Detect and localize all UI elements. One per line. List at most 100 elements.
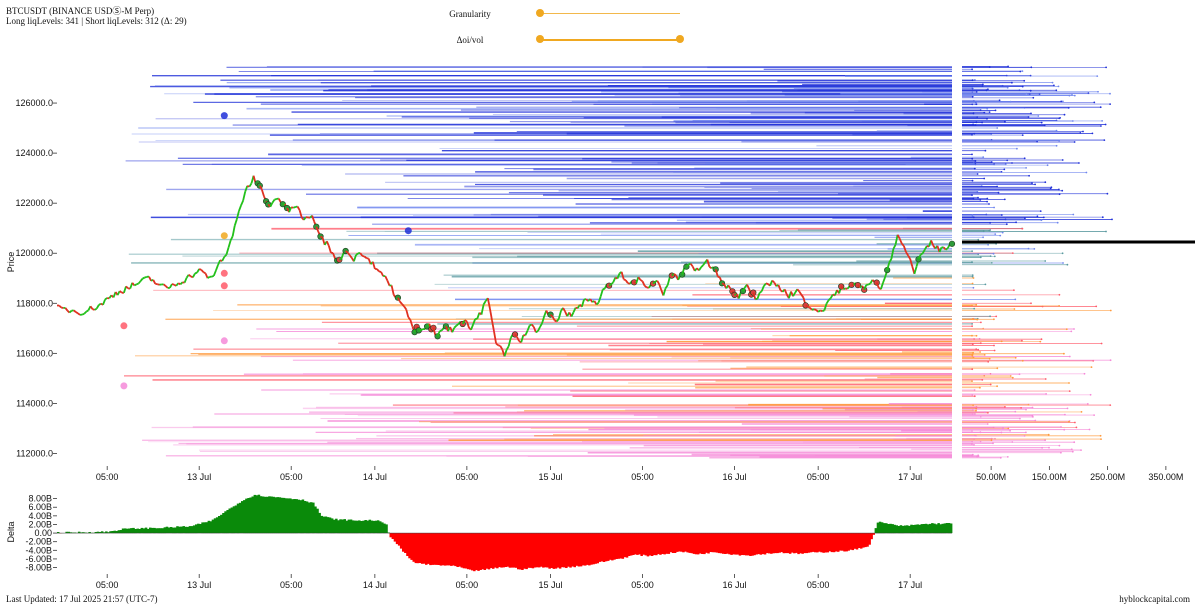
price-line-segment <box>92 308 95 311</box>
profile-bar-end <box>1109 103 1111 105</box>
delta-bar <box>604 533 608 562</box>
delta-bar <box>914 524 917 533</box>
price-line-segment <box>104 297 108 301</box>
large-liquidation-dot <box>120 382 128 390</box>
price-line-segment <box>656 280 660 285</box>
price-line-segment <box>455 323 460 327</box>
delta-bar <box>519 533 522 570</box>
delta-bar <box>178 526 181 534</box>
profile-bar-end <box>1091 132 1094 135</box>
price-line-segment <box>378 270 382 273</box>
profile-bar-end <box>1093 101 1096 104</box>
profile-bar-end <box>986 117 988 120</box>
profile-bar-end <box>1109 404 1112 406</box>
delta-bar <box>805 533 809 554</box>
delta-bar <box>774 533 777 554</box>
delta-bar <box>701 533 704 554</box>
profile-bar-end <box>1015 221 1017 224</box>
delta-bar <box>406 533 409 556</box>
delta-bar <box>611 533 614 561</box>
profile-bar-end <box>1023 157 1026 160</box>
price-line-segment <box>846 285 851 290</box>
price-line-segment <box>823 303 828 311</box>
delta-bar <box>149 527 152 534</box>
delta-bar <box>922 524 926 534</box>
price-line-segment <box>148 276 152 282</box>
delta-bar <box>161 528 165 534</box>
profile-bar-end <box>1043 124 1046 127</box>
delta-bar <box>404 533 407 553</box>
delta-bar <box>318 512 321 534</box>
profile-bar-end <box>981 379 984 381</box>
delta-bar <box>941 523 944 534</box>
granularity-slider[interactable] <box>540 13 680 14</box>
delta-y-tick-label: 6.00B <box>28 502 52 512</box>
delta-bar <box>343 519 346 534</box>
price-line-segment <box>721 282 725 286</box>
profile-bar-end <box>999 234 1002 237</box>
large-liquidation-dot <box>220 282 228 290</box>
delta-bar <box>818 533 821 552</box>
delta-bar <box>456 533 459 567</box>
profile-bar-end <box>1096 75 1099 77</box>
profile-bar-end <box>1046 164 1049 167</box>
delta-bar <box>119 530 123 534</box>
liquidation-profile-panel <box>962 65 1195 459</box>
delta-bar <box>121 528 125 534</box>
profile-bar-end <box>971 68 973 71</box>
profile-bar-end <box>1055 129 1058 132</box>
brand-link[interactable]: hyblockcapital.com <box>1119 594 1190 604</box>
delta-bar <box>916 524 919 534</box>
delta-bar <box>795 533 798 553</box>
delta-bar <box>433 533 436 565</box>
delta-bar <box>906 525 909 533</box>
delta-bar <box>730 533 733 555</box>
price-line-segment <box>320 235 324 239</box>
price-line-segment <box>390 285 395 295</box>
delta-bar <box>945 523 949 533</box>
delta-bar <box>234 505 238 533</box>
price-line-segment <box>505 345 510 351</box>
granularity-slider-thumb[interactable] <box>536 9 544 17</box>
delta-bar <box>926 524 930 534</box>
profile-bar-end <box>983 177 986 180</box>
delta-bar <box>851 533 855 551</box>
delta-x-tick-label: 05:00 <box>631 580 654 590</box>
price-line-segment <box>867 282 871 286</box>
price-heatmap-panel <box>57 66 956 459</box>
delta-bar <box>876 522 880 534</box>
delta-bar <box>341 519 344 534</box>
profile-bar-end <box>1021 134 1024 137</box>
y-tick-label: 118000.0 <box>16 298 53 308</box>
price-line-segment <box>698 266 702 271</box>
doi-vol-slider-min-thumb[interactable] <box>536 35 544 43</box>
x-tick-label: 05:00 <box>807 472 830 482</box>
price-line-segment <box>200 269 205 273</box>
delta-bar <box>153 527 156 534</box>
doi-vol-slider-max-thumb[interactable] <box>676 35 684 43</box>
delta-bar <box>590 533 593 565</box>
delta-bar <box>897 526 901 534</box>
delta-bar <box>908 525 911 533</box>
delta-bar <box>397 533 401 546</box>
price-line-segment <box>685 263 690 268</box>
delta-bar <box>515 533 518 568</box>
x-tick-label: 05:00 <box>456 472 479 482</box>
profile-bar-end <box>973 389 976 391</box>
delta-bar <box>132 527 135 534</box>
price-line-segment <box>763 282 767 287</box>
delta-x-tick-label: 05:00 <box>807 580 830 590</box>
price-line-segment <box>403 305 407 310</box>
price-line-segment <box>165 285 169 289</box>
delta-bar <box>445 533 449 566</box>
delta-bar <box>479 533 482 570</box>
profile-bar-end <box>1060 100 1063 103</box>
profile-bar-end <box>996 367 999 370</box>
price-line-segment <box>77 312 81 316</box>
delta-bar <box>671 533 675 553</box>
price-line-segment <box>338 257 342 261</box>
price-line-segment <box>537 326 541 332</box>
delta-bar <box>113 530 116 534</box>
doi-vol-slider[interactable] <box>540 39 680 41</box>
profile-bar-end <box>1020 407 1022 409</box>
